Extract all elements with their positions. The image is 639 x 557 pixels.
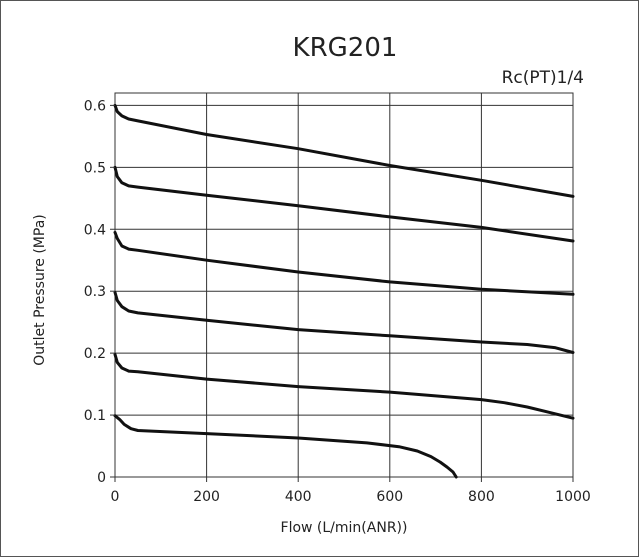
- series-layer: [113, 103, 575, 479]
- x-tick-label: 0: [111, 489, 120, 505]
- x-tick-label: 400: [285, 489, 312, 505]
- series-line-6: [113, 414, 458, 479]
- chart-subtitle: Rc(PT)1/4: [502, 68, 584, 88]
- y-tick-label: 0: [97, 470, 106, 486]
- x-tick-label: 200: [193, 489, 220, 505]
- series-line-5: [113, 352, 575, 420]
- y-tick-label: 0.5: [84, 160, 106, 176]
- x-tick-label: 1000: [555, 489, 591, 505]
- y-axis-label: Outlet Pressure (MPa): [32, 214, 48, 365]
- x-tick-label: 800: [468, 489, 495, 505]
- y-tick-label: 0.2: [84, 346, 106, 362]
- x-tick-label: 600: [376, 489, 403, 505]
- series-line-2: [113, 165, 575, 243]
- y-tick-label: 0.4: [84, 222, 106, 238]
- y-tick-label: 0.1: [84, 408, 106, 424]
- y-tick-label: 0.6: [84, 98, 106, 114]
- chart-title: KRG201: [293, 33, 398, 63]
- series-line-3: [113, 230, 575, 296]
- tick-layer: 0 200 400 600 800 1000 0 0.1 0.2 0.3 0.4 0.5 0.6: [84, 98, 591, 505]
- y-tick-label: 0.3: [84, 284, 106, 300]
- plot-border: [114, 92, 574, 478]
- series-line-1: [113, 103, 575, 198]
- series-line-4: [113, 290, 575, 354]
- x-axis-label: Flow (L/min(ANR)): [281, 520, 408, 536]
- grid-layer: [114, 92, 574, 478]
